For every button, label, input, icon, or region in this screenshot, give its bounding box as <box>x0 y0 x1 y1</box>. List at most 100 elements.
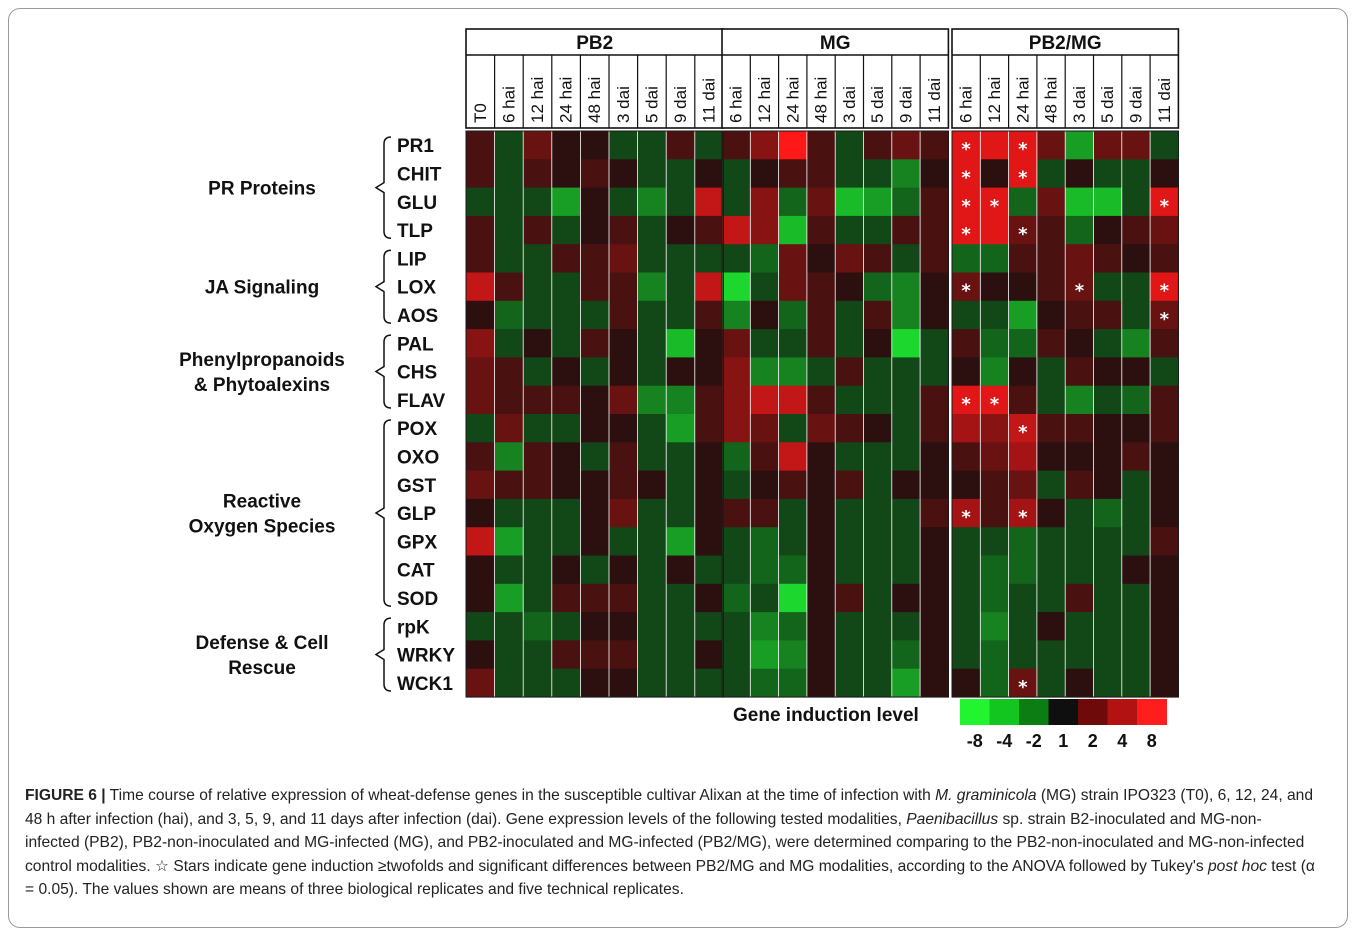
heatmap-cell <box>920 498 949 528</box>
heatmap-cell <box>609 583 639 613</box>
significance-star: * <box>1160 281 1170 302</box>
heatmap-cell <box>580 498 610 528</box>
heatmap-cell <box>580 357 610 387</box>
heatmap-cell <box>523 385 553 415</box>
significance-star: * <box>961 281 971 302</box>
heatmap-cell <box>523 159 553 189</box>
heatmap-cell <box>609 159 639 189</box>
heatmap-cell <box>891 527 921 557</box>
heatmap-cell <box>891 668 921 698</box>
heatmap-cell <box>980 187 1010 217</box>
heatmap-cell <box>1036 498 1066 528</box>
heatmap-cell <box>980 131 1010 160</box>
heatmap-cell <box>722 555 751 585</box>
heatmap-cell <box>722 583 751 613</box>
heatmap-cell <box>750 329 780 358</box>
heatmap-cell <box>891 131 921 160</box>
heatmap-cell <box>523 583 553 613</box>
heatmap-cell <box>637 612 667 641</box>
heatmap-cell <box>1093 414 1123 443</box>
heatmap-cell <box>1065 498 1095 528</box>
heatmap-cell <box>609 442 639 472</box>
category-bracket <box>374 249 392 324</box>
caption-text-1: Time course of relative expression of wh… <box>105 787 936 804</box>
heatmap-cell <box>637 583 667 613</box>
heatmap-cell <box>637 244 667 274</box>
heatmap-cell <box>920 470 949 500</box>
heatmap-cell <box>920 244 949 274</box>
caption-italic-2: Paenibacillus <box>906 810 999 828</box>
heatmap-cell <box>835 470 865 500</box>
heatmap-cell <box>980 583 1010 613</box>
heatmap-cell <box>891 244 921 274</box>
column-label: 24 hai <box>1013 77 1032 123</box>
category-bracket <box>374 334 392 409</box>
heatmap-cell <box>952 555 981 585</box>
significance-star: * <box>1018 168 1028 189</box>
gene-label: SOD <box>397 589 438 610</box>
heatmap-cell <box>980 272 1010 302</box>
heatmap-cell <box>891 498 921 528</box>
heatmap-cell <box>466 442 496 472</box>
heatmap-cell <box>1150 527 1179 557</box>
column-label: 5 dai <box>868 86 887 123</box>
heatmap-cell <box>952 159 981 189</box>
heatmap-cell <box>1008 272 1038 302</box>
heatmap-cell <box>980 414 1010 443</box>
heatmap-cell <box>1121 498 1151 528</box>
heatmap-cell <box>1121 215 1151 245</box>
heatmap-cell <box>806 300 836 330</box>
heatmap-cell <box>580 300 610 330</box>
heatmap-cell <box>637 187 667 217</box>
heatmap-cell <box>666 640 696 670</box>
category-bracket <box>374 419 392 607</box>
heatmap-cell <box>750 244 780 274</box>
heatmap-cell <box>863 357 893 387</box>
heatmap-cell <box>863 414 893 443</box>
heatmap-cell <box>835 668 865 698</box>
significance-star: * <box>1018 507 1028 528</box>
heatmap-cell <box>494 272 524 302</box>
heatmap-cell <box>806 668 836 698</box>
heatmap-cell <box>891 414 921 443</box>
heatmap-cell <box>750 668 780 698</box>
heatmap-cell <box>863 668 893 698</box>
heatmap-cell <box>1093 442 1123 472</box>
heatmap-cell <box>1036 385 1066 415</box>
heatmap-cell <box>694 527 724 557</box>
category-bracket <box>374 136 392 239</box>
heatmap-cell <box>835 187 865 217</box>
heatmap-cell <box>494 640 524 670</box>
heatmap-cell <box>1150 668 1179 698</box>
significance-star: * <box>961 224 971 245</box>
heatmap-cell <box>806 272 836 302</box>
heatmap-cell <box>609 527 639 557</box>
heatmap-cell <box>1093 527 1123 557</box>
heatmap-cell <box>863 300 893 330</box>
heatmap-cell <box>750 555 780 585</box>
caption-italic-1: M. graminicola <box>935 787 1037 804</box>
heatmap-cell <box>1093 612 1123 641</box>
heatmap-cell <box>666 300 696 330</box>
heatmap-cell <box>778 668 808 698</box>
heatmap-cell <box>952 187 981 217</box>
heatmap-cell <box>863 272 893 302</box>
heatmap-cell <box>750 385 780 415</box>
heatmap-cell <box>835 583 865 613</box>
heatmap-cell <box>1121 555 1151 585</box>
heatmap-cell <box>1150 640 1179 670</box>
heatmap-cell <box>1150 244 1179 274</box>
heatmap-cell <box>666 159 696 189</box>
heatmap-cell <box>806 215 836 245</box>
heatmap-cell <box>980 215 1010 245</box>
heatmap-cell <box>494 470 524 500</box>
heatmap-cell <box>609 470 639 500</box>
heatmap-cell <box>863 527 893 557</box>
heatmap-cell <box>778 442 808 472</box>
category-label: Reactive <box>223 492 301 513</box>
heatmap-cell <box>1065 159 1095 189</box>
heatmap-cell <box>806 555 836 585</box>
heatmap-cell <box>1008 527 1038 557</box>
heatmap-cell <box>722 159 751 189</box>
heatmap-cell <box>551 187 581 217</box>
